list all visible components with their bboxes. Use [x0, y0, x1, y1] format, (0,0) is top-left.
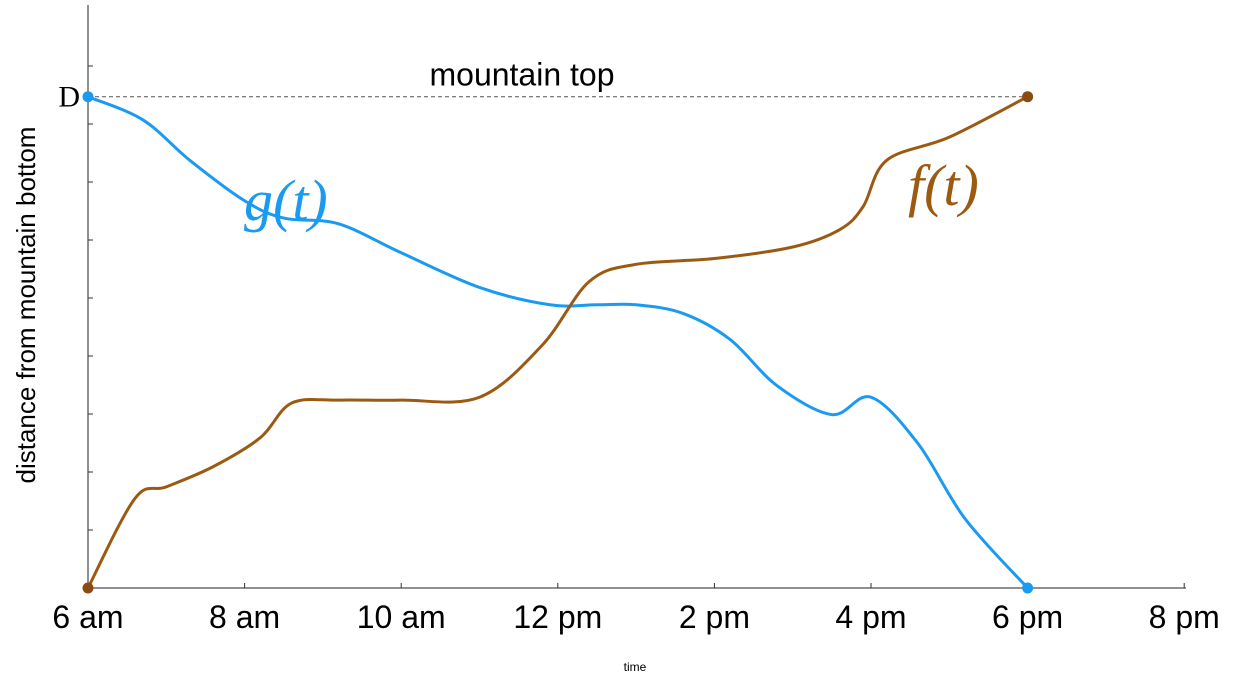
- series-label-g: g(t): [244, 168, 328, 233]
- series-f-line: [86, 95, 1030, 590]
- x-tick-label: 6 pm: [992, 599, 1063, 635]
- y-tick-label-d: D: [58, 81, 80, 114]
- series-group: [82, 91, 1034, 594]
- x-axis-label: time: [624, 660, 647, 674]
- series-label-f: f(t): [908, 153, 979, 218]
- series-g-start-point: [82, 91, 94, 103]
- annotation-mountain-top: mountain top: [429, 57, 614, 93]
- series-g-line: [86, 95, 1030, 590]
- x-tick-label: 4 pm: [835, 599, 906, 635]
- axes: 6 am 8 am 10 am 12 pm 2 pm 4 pm 6 pm 8 pm: [52, 5, 1220, 635]
- x-tick-label: 10 am: [357, 599, 446, 635]
- series-g-end-point: [1022, 582, 1034, 594]
- x-tick-label: 8 am: [209, 599, 280, 635]
- x-tick-label: 6 am: [52, 599, 123, 635]
- x-tick-label: 12 pm: [513, 599, 602, 635]
- series-f-end-point: [1022, 91, 1034, 103]
- labels-group: time distance from mountain bottom Dmounta…: [11, 57, 979, 674]
- y-axis-label: distance from mountain bottom: [11, 127, 41, 484]
- series-f-start-point: [82, 582, 94, 594]
- x-tick-label: 8 pm: [1149, 599, 1220, 635]
- x-tick-label: 2 pm: [679, 599, 750, 635]
